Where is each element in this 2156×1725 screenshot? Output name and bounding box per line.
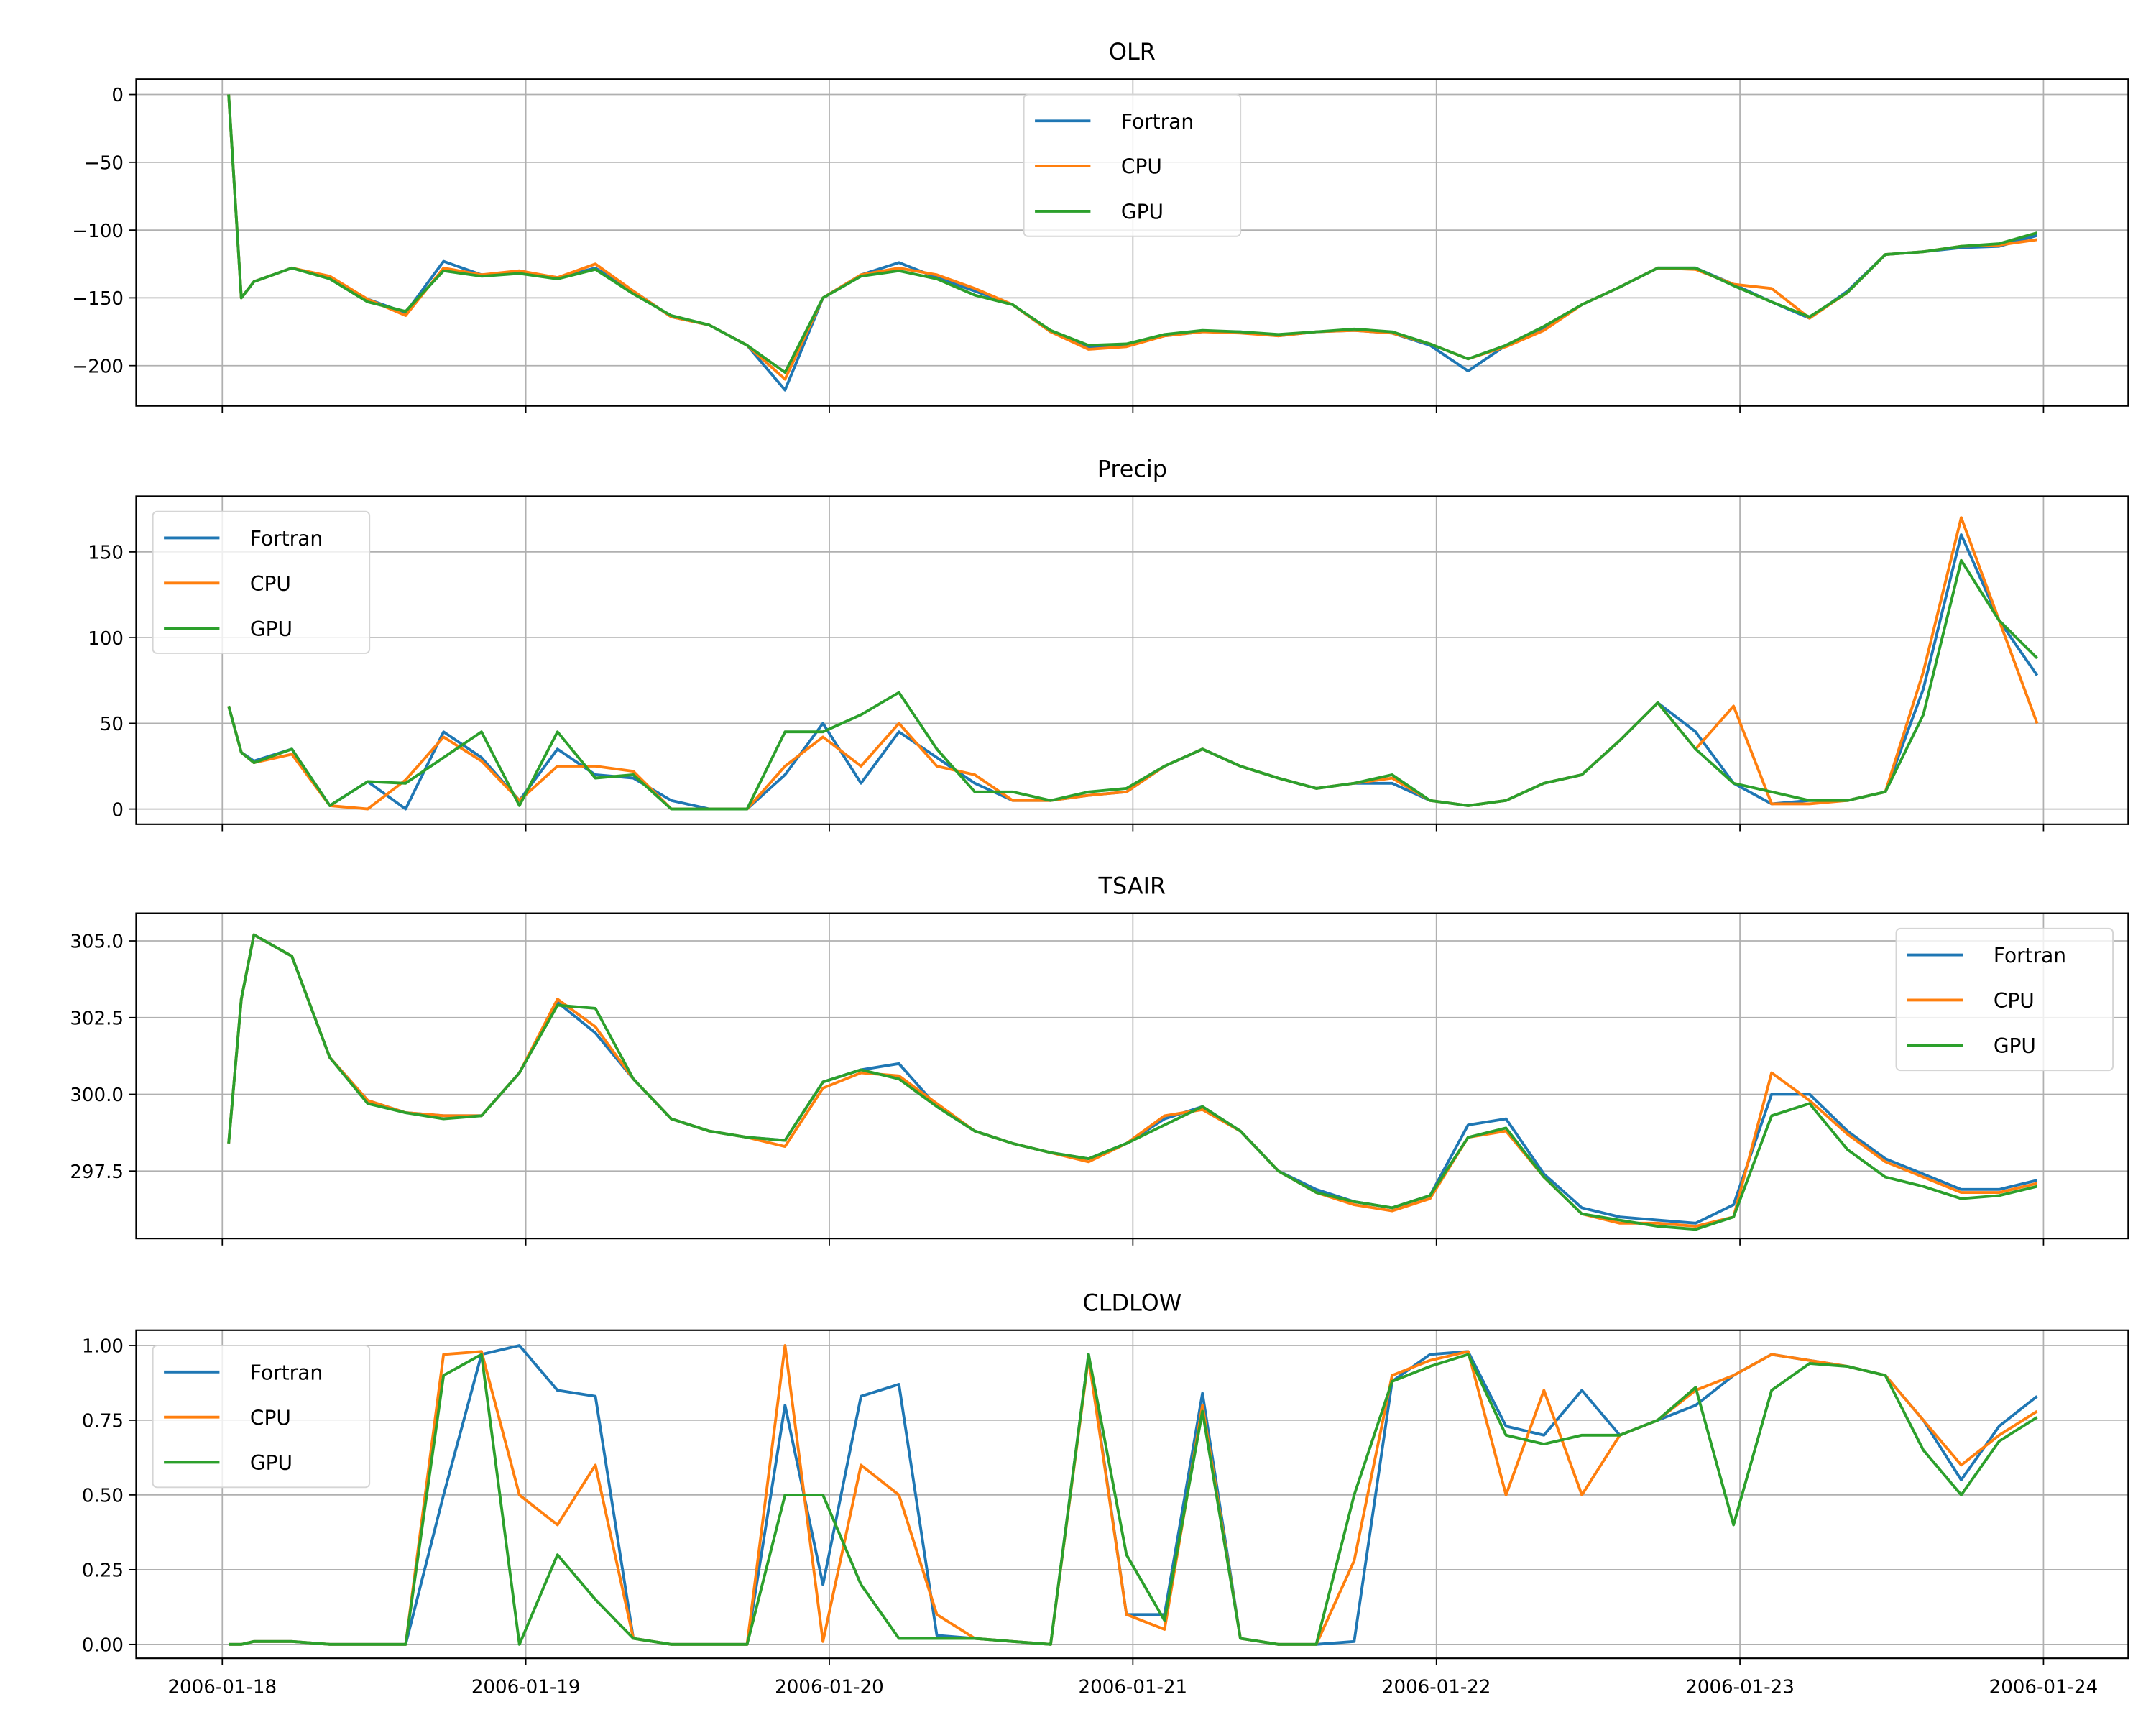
x-tick-label: 2006-01-18: [167, 1677, 277, 1698]
y-tick-label: 150: [88, 543, 124, 564]
series-line-cpu: [227, 516, 2039, 811]
axes-frame: [135, 912, 2129, 1240]
y-tick-label: 0: [111, 85, 124, 106]
legend: Fortran CPU GPU: [152, 510, 371, 654]
axes-frame: [135, 495, 2129, 825]
legend: Fortran CPU GPU: [152, 1345, 371, 1489]
legend-box: [152, 510, 371, 654]
y-tick-label: 100: [88, 628, 124, 650]
x-tick-label: 2006-01-24: [1989, 1677, 2099, 1698]
y-tick-label: 0.50: [82, 1486, 124, 1507]
series-line-cpu: [229, 1344, 2038, 1646]
legend-label: GPU: [1121, 201, 1164, 224]
panel-olr: 0 −50 −100 −150 −200 OLR Fortran CPU GPU: [72, 38, 2129, 413]
y-tick-label: 0: [111, 799, 124, 821]
legend-label: Fortran: [1121, 110, 1194, 134]
legend-label: CPU: [250, 1406, 291, 1430]
legend: Fortran CPU GPU: [1895, 927, 2114, 1072]
axes-frame: [135, 78, 2129, 407]
legend: Fortran CPU GPU: [1023, 93, 1242, 237]
y-tick-label: 50: [100, 714, 124, 735]
legend-box: [1023, 93, 1242, 237]
legend-label: GPU: [1994, 1034, 2036, 1058]
panel-precip: 0 50 100 150 Precip Fortran CPU GPU: [88, 455, 2129, 832]
y-tick-label: 1.00: [82, 1336, 124, 1358]
panel-title: OLR: [1109, 38, 1156, 65]
legend-label: CPU: [1121, 155, 1162, 179]
y-tick-label: 0.00: [82, 1634, 124, 1656]
axes-frame: [135, 1329, 2129, 1660]
x-tick-label: 2006-01-19: [471, 1677, 581, 1698]
y-tick-label: −100: [72, 221, 124, 242]
x-tick-label: 2006-01-21: [1079, 1677, 1188, 1698]
y-tick-label: 0.25: [82, 1560, 124, 1582]
legend-label: GPU: [250, 617, 292, 641]
x-tick-label: 2006-01-23: [1685, 1677, 1795, 1698]
panel-tsair: 305.0 302.5 300.0 297.5 TSAIR Fortran CPU GPU: [70, 873, 2129, 1246]
y-tick-label: −200: [72, 356, 124, 377]
legend-label: CPU: [1994, 989, 2035, 1013]
legend-label: GPU: [250, 1451, 292, 1475]
legend-label: Fortran: [250, 1361, 323, 1384]
legend-label: CPU: [250, 572, 291, 596]
y-tick-label: 300.0: [70, 1085, 124, 1106]
panel-cldlow: 2006-01-18 2006-01-19 2006-01-20 2006-01-21…: [82, 1289, 2129, 1698]
series-line-gpu: [229, 1353, 2038, 1646]
legend-label: Fortran: [1994, 944, 2066, 967]
y-tick-label: 302.5: [70, 1008, 124, 1029]
legend-box: [152, 1345, 371, 1489]
legend-box: [1895, 927, 2114, 1072]
panel-title: TSAIR: [1098, 873, 1166, 900]
y-tick-label: 305.0: [70, 932, 124, 953]
panel-title: Precip: [1097, 455, 1167, 482]
x-tick-label: 2006-01-20: [775, 1677, 884, 1698]
panel-title: CLDLOW: [1082, 1289, 1181, 1317]
legend-label: Fortran: [250, 527, 323, 551]
y-tick-label: 0.75: [82, 1411, 124, 1432]
series-line-gpu: [227, 558, 2038, 811]
series-line-gpu: [227, 933, 2037, 1231]
y-tick-label: −150: [72, 288, 124, 310]
x-tick-label: 2006-01-22: [1382, 1677, 1491, 1698]
y-tick-label: 297.5: [70, 1162, 124, 1183]
y-tick-label: −50: [84, 152, 124, 174]
series-line-gpu: [227, 94, 2038, 374]
